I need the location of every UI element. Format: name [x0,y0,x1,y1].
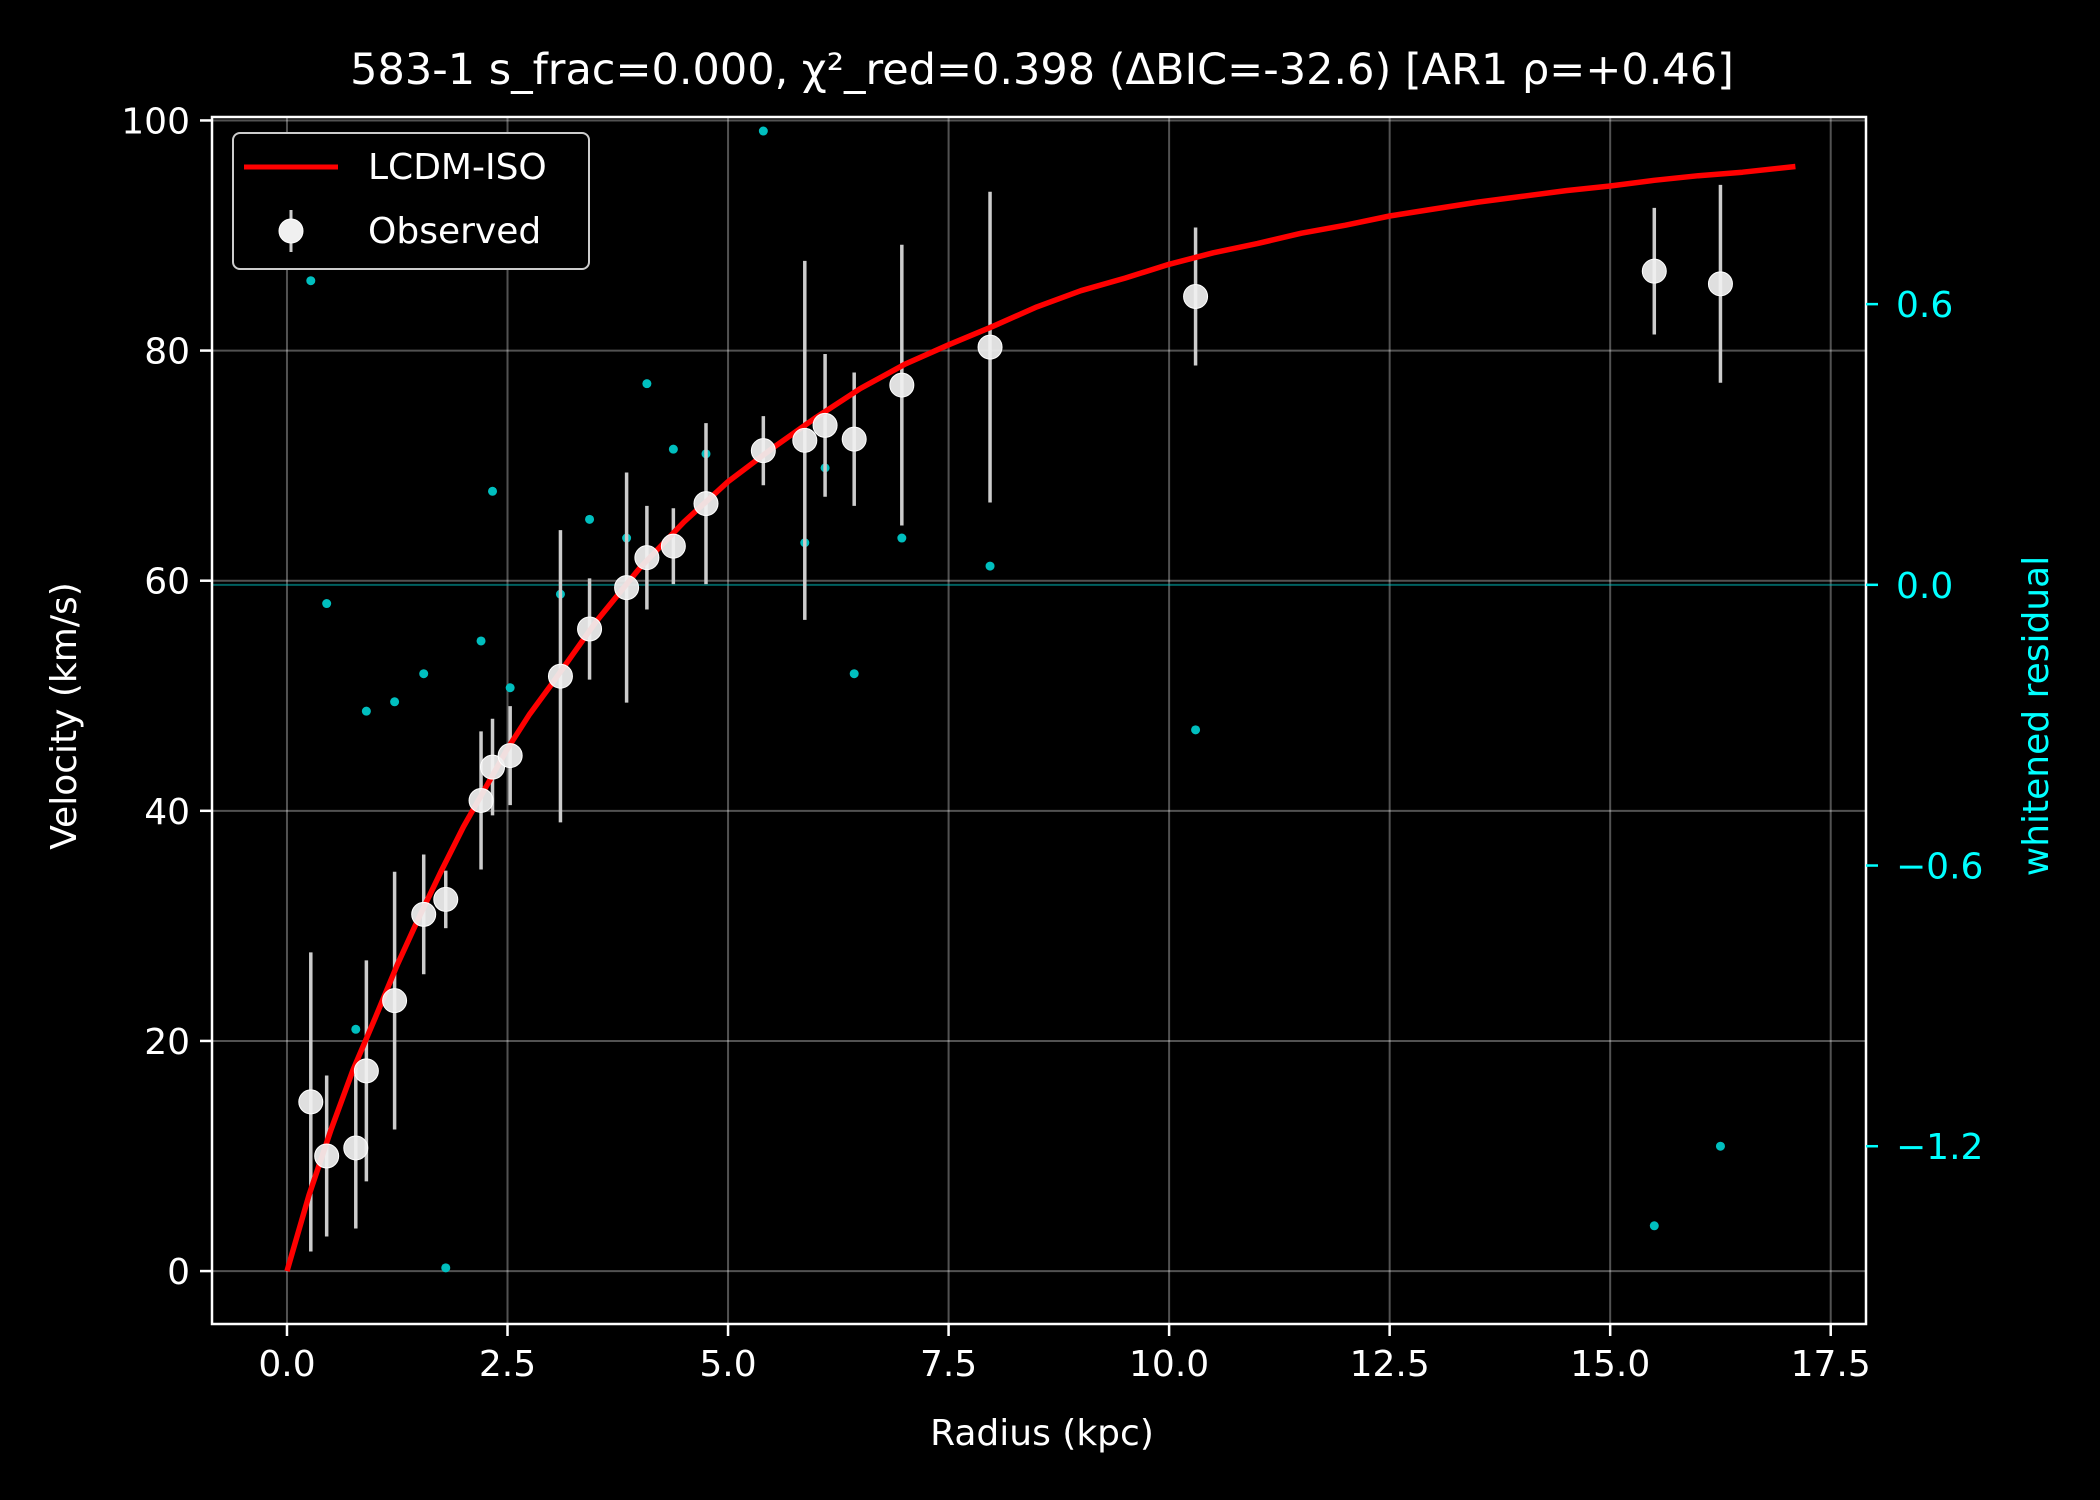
observed-point-14 [660,533,686,559]
observed-point-12 [614,575,640,601]
y-tick-label-2: 40 [144,792,190,833]
observed-point-10 [547,663,573,689]
residual-point-9 [505,683,515,693]
legend: LCDM-ISO Observed [232,132,590,270]
observed-point-1 [314,1143,340,1169]
legend-label-model: LCDM-ISO [368,147,547,188]
observed-point-17 [792,427,818,453]
x-axis-label: Radius (kpc) [930,1413,1154,1454]
x-tick-label-4: 10.0 [1129,1344,1209,1385]
residual-point-6 [441,1263,451,1273]
residual-point-21 [985,561,995,571]
residual-point-14 [668,444,678,454]
residual-point-4 [390,697,400,707]
observed-point-18 [812,412,838,438]
y-tick-label-5: 100 [121,101,190,142]
chart-title: 583-1 s_frac=0.000, χ²_red=0.398 (ΔBIC=-… [350,45,1734,95]
residual-point-20 [897,533,907,543]
y2-tick-label-2: −0.6 [1896,847,1983,888]
y-tick-label-1: 20 [144,1022,190,1063]
observed-point-13 [634,545,660,571]
observed-point-20 [889,372,915,398]
x-tick-label-7: 17.5 [1791,1344,1871,1385]
grid [212,117,1866,1324]
residual-point-16 [758,126,768,136]
y-axis-label: Velocity (km/s) [44,582,85,850]
observed-point-9 [497,743,523,769]
observed-point-4 [382,988,408,1014]
observed-point-21 [977,334,1003,360]
residual-point-24 [1715,1141,1725,1151]
residual-point-8 [488,486,498,496]
legend-marker-swatch [278,218,304,244]
observed-point-5 [411,901,437,927]
observed-points [298,258,1733,1169]
residual-point-5 [419,669,429,679]
residual-point-22 [1191,725,1201,735]
model-curve-lcdm-iso [284,163,1796,1272]
residual-point-2 [351,1024,361,1034]
observed-point-0 [298,1089,324,1115]
x-tick-label-2: 5.0 [699,1344,756,1385]
y-tick-label-4: 80 [144,332,190,373]
observed-point-15 [693,491,719,517]
y-tick-label-0: 0 [167,1252,190,1293]
y-tick-label-3: 60 [144,562,190,603]
x-tick-label-5: 12.5 [1350,1344,1430,1385]
observed-point-11 [577,616,603,642]
x-tick-label-1: 2.5 [479,1344,536,1385]
x-tick-label-0: 0.0 [258,1344,315,1385]
observed-point-3 [353,1058,379,1084]
legend-label-observed: Observed [368,211,541,252]
x-axis-ticks: 0.0 2.5 5.0 7.5 10.0 12.5 15.0 17.5 [258,1324,1871,1385]
observed-point-19 [841,426,867,452]
x-tick-label-6: 15.0 [1570,1344,1650,1385]
y-axis-ticks: 0 20 40 60 80 100 [121,101,212,1293]
observed-point-8 [480,754,506,780]
residual-point-0 [306,276,316,286]
observed-point-22 [1183,283,1209,309]
residual-point-11 [585,514,595,524]
observed-point-2 [343,1135,369,1161]
plot-frame [210,115,1868,1326]
observed-point-24 [1707,271,1733,297]
y2-axis-ticks: 0.6 0.0 −0.6 −1.2 [1866,285,1983,1168]
observed-point-6 [433,886,459,912]
residual-point-13 [642,379,652,389]
residual-points [306,126,1725,1273]
residual-point-7 [476,636,486,646]
residual-point-23 [1649,1221,1659,1231]
observed-point-16 [750,438,776,464]
observed-point-7 [468,787,494,813]
y2-tick-label-1: 0.0 [1896,566,1953,607]
y2-tick-label-3: −1.2 [1896,1127,1983,1168]
x-tick-label-3: 7.5 [920,1344,977,1385]
observed-point-23 [1641,258,1667,284]
residual-point-19 [849,669,859,679]
residual-point-1 [322,599,332,609]
y2-axis-label: whitened residual [2016,556,2057,876]
residual-point-3 [361,706,371,716]
y2-tick-label-0: 0.6 [1896,285,1953,326]
